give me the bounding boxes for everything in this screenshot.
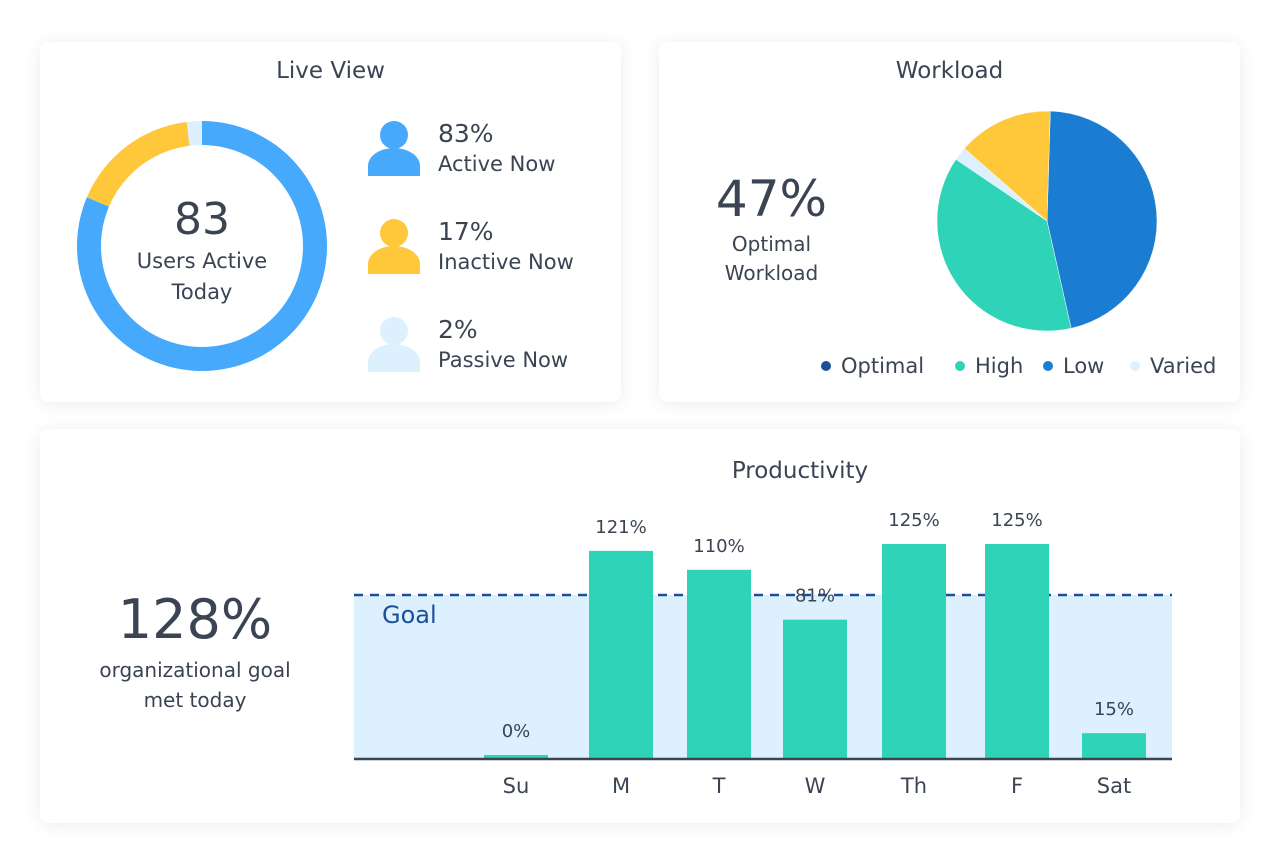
legend-dot-icon xyxy=(955,361,965,371)
goal-label: Goal xyxy=(382,601,437,629)
bar-value-label: 81% xyxy=(795,586,835,607)
productivity-caption-line1: organizational goal xyxy=(99,658,291,682)
x-tick-label: M xyxy=(612,774,630,798)
productivity-summary: 128% organizational goal met today xyxy=(70,585,320,715)
legend-label: Varied xyxy=(1150,354,1217,378)
legend-item-active-now: 83% Active Now xyxy=(368,118,555,178)
bar-value-label: 0% xyxy=(502,721,531,742)
pie-slice-low xyxy=(1046,110,1158,329)
user-icon xyxy=(368,219,420,274)
users-active-count: 83 xyxy=(174,194,230,245)
legend-label: High xyxy=(975,354,1024,378)
caption-line1: Users Active xyxy=(136,249,268,273)
legend-dot-icon xyxy=(1043,361,1053,371)
donut-hole xyxy=(101,145,303,347)
legend-percent: 2% xyxy=(438,315,478,344)
donut-center: 83 Users Active Today xyxy=(102,194,302,308)
legend-label: Optimal xyxy=(841,354,925,378)
workload-legend-optimal: Optimal xyxy=(821,354,924,378)
bar-value-label: 110% xyxy=(693,536,744,557)
workload-summary: 47% Optimal Workload xyxy=(679,168,864,288)
workload-headline: 47% xyxy=(715,170,828,228)
bar-w xyxy=(783,619,847,759)
workload-caption-line2: Workload xyxy=(724,261,819,285)
bar-value-label: 121% xyxy=(595,517,646,538)
workload-legend-high: High xyxy=(955,354,1023,378)
workload-title: Workload xyxy=(895,58,1004,84)
x-tick-label: Th xyxy=(900,774,927,798)
pie-slice-high xyxy=(936,158,1072,332)
workload-legend-low: Low xyxy=(1043,354,1104,378)
legend-percent: 83% xyxy=(438,119,494,148)
x-tick-label: F xyxy=(1011,774,1023,798)
bar-value-label: 125% xyxy=(991,510,1042,531)
workload-pie-chart xyxy=(936,110,1158,332)
workload-legend-varied: Varied xyxy=(1130,354,1216,378)
productivity-caption-line2: met today xyxy=(143,688,247,712)
x-tick-label: T xyxy=(712,774,726,798)
users-donut-chart xyxy=(76,121,327,371)
goal-band xyxy=(354,595,1172,759)
live-view-title: Live View xyxy=(276,58,385,84)
x-tick-label: W xyxy=(805,774,826,798)
productivity-bar-chart: Goal 0% Su 121% M 110% T 81% W 125% Th 125% F 15% Sat xyxy=(354,510,1172,798)
bar-value-label: 15% xyxy=(1094,699,1134,720)
bar-f xyxy=(985,544,1049,759)
bar-su xyxy=(484,755,548,759)
x-tick-label: Su xyxy=(503,774,530,798)
legend-label: Low xyxy=(1063,354,1105,378)
bar-m xyxy=(589,550,653,759)
productivity-title: Productivity xyxy=(731,458,869,484)
x-tick-label: Sat xyxy=(1097,774,1131,798)
productivity-card: Productivity 128% organizational goal me… xyxy=(40,429,1240,823)
legend-percent: 17% xyxy=(438,217,494,246)
legend-dot-icon xyxy=(821,361,831,371)
caption-line2: Today xyxy=(171,280,233,304)
legend-item-passive-now: 2% Passive Now xyxy=(368,314,568,374)
user-icon xyxy=(368,317,420,372)
legend-label: Passive Now xyxy=(438,348,569,372)
legend-item-inactive-now: 17% Inactive Now xyxy=(368,216,574,276)
legend-label: Inactive Now xyxy=(438,250,574,274)
user-icon xyxy=(368,121,420,176)
legend-label: Active Now xyxy=(438,152,556,176)
productivity-headline: 128% xyxy=(117,588,273,651)
bar-sat xyxy=(1082,733,1146,759)
bar-t xyxy=(687,569,751,759)
bar-value-label: 125% xyxy=(888,510,939,531)
workload-caption-line1: Optimal xyxy=(731,232,812,256)
live-view-card: Live View 83 Users Active Today 83% Activ… xyxy=(40,42,621,402)
bar-th xyxy=(882,544,946,759)
pie-slice-other xyxy=(964,110,1051,222)
workload-card: Workload 47% Optimal Workload Optimal Hig… xyxy=(659,42,1240,402)
legend-dot-icon xyxy=(1130,361,1140,371)
